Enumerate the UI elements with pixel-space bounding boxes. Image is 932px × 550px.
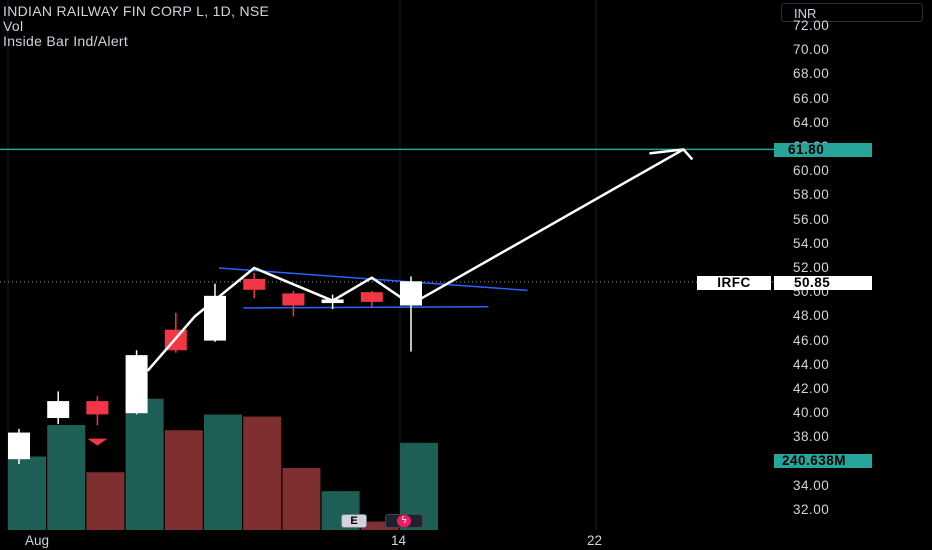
price-tick-label: 58.00 [793, 187, 830, 203]
candle-body [47, 401, 70, 419]
price-tick-label: 60.00 [793, 163, 830, 179]
price-tick-label: 66.00 [793, 90, 830, 106]
volume-bar [243, 416, 282, 530]
price-tick-label: 56.00 [793, 211, 830, 227]
target-price-tag: 61.80 [774, 143, 872, 157]
candle-body [282, 293, 305, 306]
price-tick-label: 34.00 [793, 477, 830, 493]
price-tick-label: 68.00 [793, 66, 830, 82]
volume-bars [8, 398, 438, 530]
earnings-badge[interactable]: E [341, 514, 367, 528]
dividend-icon: ϟ [397, 515, 411, 527]
target-horizontal-line[interactable] [0, 148, 775, 283]
candle-body [243, 278, 266, 290]
price-tick-label: 48.00 [793, 308, 830, 324]
volume-tag: 240.638M [774, 454, 872, 468]
volume-bar [164, 430, 203, 530]
price-tick-label: 54.00 [793, 235, 830, 251]
candle-body [204, 295, 226, 341]
currency-selector[interactable]: INR [781, 3, 923, 22]
legend-title: INDIAN RAILWAY FIN CORP L, 1D, NSE [3, 3, 270, 19]
price-tick-label: 70.00 [793, 42, 830, 58]
price-tick-label: 46.00 [793, 332, 830, 348]
candle-body [125, 355, 148, 414]
price-tick-label: 32.00 [793, 502, 830, 517]
symbol-tag: IRFC [697, 276, 771, 290]
price-tick-label: 52.00 [793, 260, 830, 275]
price-tick-label: 42.00 [793, 381, 830, 396]
grid [7, 0, 597, 530]
projection-line [146, 148, 685, 372]
inside-bar-marker [87, 438, 108, 446]
time-tick-label: 22 [587, 533, 603, 548]
volume-bar [47, 425, 86, 530]
lower-trendline [243, 305, 489, 309]
dividend-badge[interactable]: ϟ [385, 514, 423, 528]
price-tick-label: 72.00 [793, 18, 830, 33]
volume-bar [282, 468, 321, 530]
volume-bar [125, 398, 164, 530]
volume-bar [8, 456, 46, 530]
candles [8, 272, 422, 465]
volume-bar [360, 521, 399, 530]
earnings-badge-label: E [350, 515, 358, 527]
candle-body [86, 401, 109, 415]
legend-indicator: Inside Bar Ind/Alert [3, 33, 129, 49]
price-tick-label: 40.00 [793, 405, 830, 421]
projection-arrowhead [649, 148, 694, 161]
trendlines[interactable] [218, 267, 528, 309]
price-tick-label: 64.00 [793, 114, 830, 130]
price-tick-label: 38.00 [793, 429, 830, 445]
time-tick-label: Aug [25, 533, 50, 548]
last-price-tag: 50.85 [774, 276, 872, 290]
price-tick-label: 44.00 [793, 356, 830, 372]
volume-bar [86, 472, 125, 530]
legend-volume: Vol [3, 18, 24, 34]
projection-path[interactable] [146, 148, 694, 372]
candle-body [360, 292, 383, 302]
candle-body [400, 281, 422, 306]
volume-bar [204, 414, 242, 530]
time-tick-label: 14 [391, 533, 407, 548]
down-arrow-icon [87, 438, 108, 446]
candle-body [8, 432, 30, 460]
